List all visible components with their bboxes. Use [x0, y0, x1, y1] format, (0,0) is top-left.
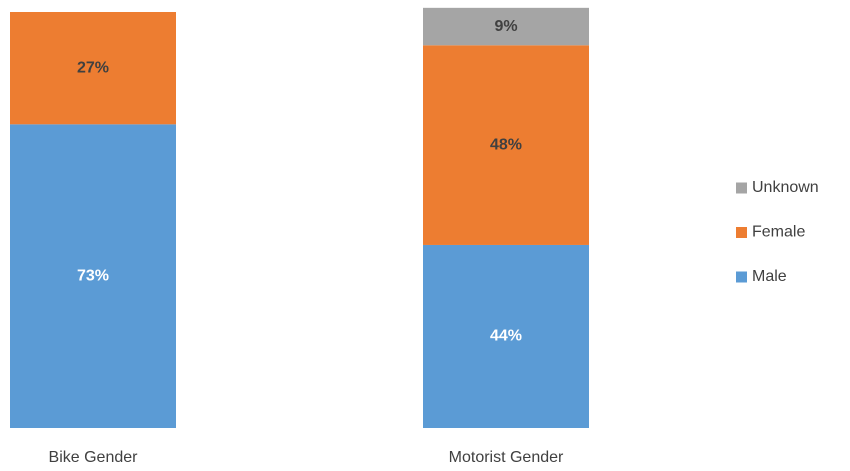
- legend-swatch: [736, 182, 747, 194]
- data-label: 9%: [494, 18, 517, 35]
- legend-label: Female: [752, 224, 805, 241]
- bar-segment: [423, 244, 589, 428]
- data-label: 44%: [490, 328, 522, 345]
- x-tick-label: Bike Gender: [49, 449, 139, 466]
- legend-label: Unknown: [752, 179, 819, 196]
- bar-segment: [423, 45, 589, 245]
- bar-segment: [10, 12, 176, 125]
- bar-segment: [10, 124, 176, 428]
- legend-label: Male: [752, 268, 787, 285]
- data-label: 73%: [77, 267, 109, 284]
- bar-segment: [423, 7, 589, 46]
- legend-swatch: [736, 271, 747, 283]
- legend-swatch: [736, 227, 747, 238]
- x-tick-label: Motorist Gender: [449, 449, 564, 466]
- data-label: 27%: [77, 59, 109, 76]
- data-label: 48%: [490, 136, 522, 153]
